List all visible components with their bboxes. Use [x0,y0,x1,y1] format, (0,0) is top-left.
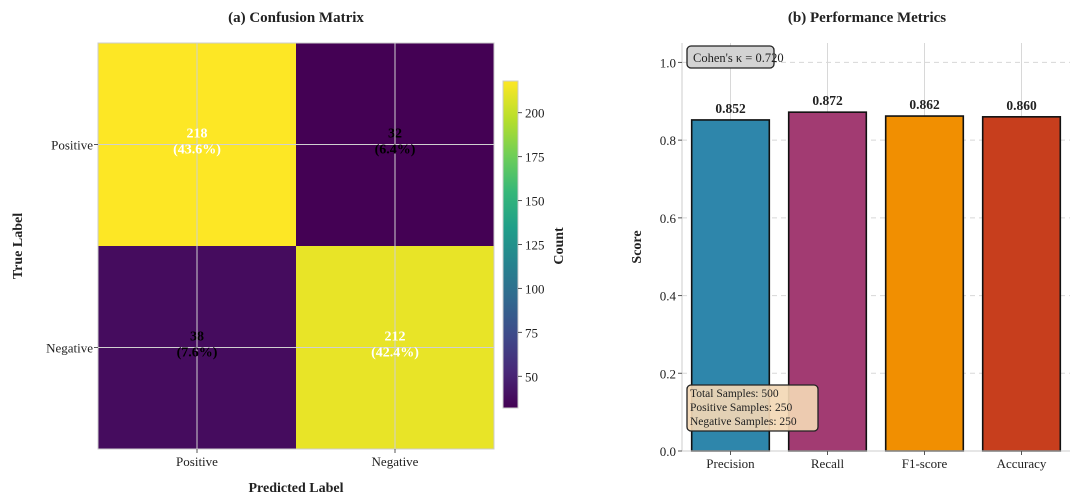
confusion-matrix-cell-count: 212 [385,330,406,345]
performance-metrics-x-tick-label: F1-score [902,456,948,471]
performance-metrics-title: (b) Performance Metrics [788,10,946,26]
performance-metrics-bar [884,115,965,452]
samples-annotation-line: Positive Samples: 250 [690,402,792,414]
confusion-matrix-y-ticks: Positive Negative [46,138,98,356]
confusion-matrix-xlabel: Predicted Label [248,481,343,496]
colorbar: 50 75 100 125 150 175 200 Count [502,80,567,409]
colorbar-label: Count [552,227,567,265]
performance-metrics-y-tick-label: 1.0 [660,55,676,70]
confusion-matrix-frame [97,42,495,450]
samples-annotation-line: Total Samples: 500 [690,388,779,400]
confusion-matrix-ylabel: True Label [11,213,26,279]
confusion-matrix-cell-percent: (43.6%) [173,143,221,158]
confusion-matrix-cell-percent: (42.4%) [371,346,419,361]
performance-metrics-value-labels: 0.852 0.872 0.862 0.860 [715,93,1037,116]
confusion-matrix-x-tick-label: Negative [372,454,419,469]
kappa-annotation: Cohen's κ = 0.720 [686,45,784,69]
colorbar-tick-label: 200 [525,106,545,121]
performance-metrics-y-tick-label: 0.6 [660,211,677,226]
performance-metrics-y-ticks: 0.0 0.2 0.4 0.6 0.8 1.0 [660,55,682,459]
performance-metrics-y-tick-label: 0.4 [660,289,677,304]
performance-metrics-y-tick-label: 0.8 [660,133,676,148]
performance-metrics-x-tick-label: Precision [706,456,755,471]
colorbar-tick-label: 50 [525,369,538,384]
performance-metrics-y-tick-label: 0.0 [660,444,676,459]
colorbar-tick-label: 175 [525,150,545,165]
performance-metrics-x-ticks: Precision Recall F1-score Accuracy [706,451,1047,471]
performance-metrics-x-tick-label: Accuracy [997,456,1047,471]
colorbar-gradient [502,80,519,409]
performance-metrics-value-label: 0.852 [715,101,746,116]
performance-metrics-value-label: 0.862 [909,97,940,112]
colorbar-tick-label: 125 [525,238,545,253]
performance-metrics-ylabel: Score [630,230,645,263]
colorbar-ticks: 50 75 100 125 150 175 200 [518,106,545,384]
colorbar-tick-label: 150 [525,194,545,209]
performance-metrics-value-label: 0.860 [1006,98,1037,113]
confusion-matrix-cell-count: 32 [388,127,402,142]
samples-annotation-box [686,384,819,432]
kappa-annotation-text: Cohen's κ = 0.720 [693,51,784,65]
confusion-matrix-cell-count: 38 [190,330,204,345]
colorbar-tick-label: 75 [525,325,538,340]
confusion-matrix-cell-count: 218 [187,127,208,142]
confusion-matrix-cells [98,43,494,449]
confusion-matrix-cell-percent: (6.4%) [375,143,416,158]
colorbar-tick-label: 100 [525,281,545,296]
performance-metrics-value-label: 0.872 [812,93,843,108]
samples-annotation: Total Samples: 500 Positive Samples: 250… [686,384,819,432]
performance-metrics-y-tick-label: 0.2 [660,366,676,381]
confusion-matrix-cell-percent: (7.6%) [177,346,218,361]
performance-metrics-x-tick-label: Recall [811,456,845,471]
confusion-matrix-y-tick-label: Positive [51,138,93,153]
confusion-matrix-gridlines [98,43,494,449]
kappa-annotation-box [686,45,775,69]
performance-metrics-bar [981,116,1062,452]
samples-annotation-line: Negative Samples: 250 [690,416,797,428]
confusion-matrix-cell-labels: 218(43.6%) 32(6.4%) 38(7.6%) 212(42.4%) [173,127,419,361]
confusion-matrix-y-tick-label: Negative [46,341,93,356]
confusion-matrix-panel: (a) Confusion Matrix 218(43.6%) 32(6.4%) 3… [11,10,495,496]
confusion-matrix-x-tick-label: Positive [176,454,218,469]
confusion-matrix-x-ticks: Positive Negative [176,449,419,469]
confusion-matrix-title: (a) Confusion Matrix [228,10,364,26]
